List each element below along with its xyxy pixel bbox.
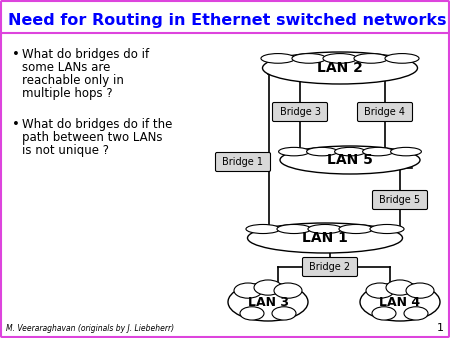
Text: •: • bbox=[12, 118, 20, 131]
Ellipse shape bbox=[246, 224, 280, 234]
Ellipse shape bbox=[234, 283, 262, 298]
Text: M. Veeraraghavan (originals by J. Liebeherr): M. Veeraraghavan (originals by J. Liebeh… bbox=[6, 324, 174, 333]
Ellipse shape bbox=[366, 283, 394, 298]
Text: LAN 5: LAN 5 bbox=[327, 153, 373, 167]
Ellipse shape bbox=[372, 307, 396, 320]
Text: LAN 1: LAN 1 bbox=[302, 231, 348, 245]
Ellipse shape bbox=[406, 283, 434, 298]
FancyBboxPatch shape bbox=[216, 152, 270, 171]
Text: reachable only in: reachable only in bbox=[22, 74, 124, 87]
Text: What do bridges do if: What do bridges do if bbox=[22, 48, 149, 61]
FancyBboxPatch shape bbox=[302, 258, 357, 276]
Text: Bridge 2: Bridge 2 bbox=[310, 262, 351, 272]
Ellipse shape bbox=[391, 147, 421, 156]
Ellipse shape bbox=[292, 53, 326, 63]
Text: What do bridges do if the: What do bridges do if the bbox=[22, 118, 172, 131]
Ellipse shape bbox=[354, 53, 388, 63]
Ellipse shape bbox=[261, 53, 295, 63]
Ellipse shape bbox=[306, 147, 338, 156]
FancyBboxPatch shape bbox=[373, 191, 427, 210]
Text: path between two LANs: path between two LANs bbox=[22, 131, 162, 144]
Ellipse shape bbox=[404, 307, 428, 320]
Ellipse shape bbox=[339, 224, 373, 234]
Text: Bridge 1: Bridge 1 bbox=[222, 157, 264, 167]
Text: some LANs are: some LANs are bbox=[22, 61, 110, 74]
FancyBboxPatch shape bbox=[273, 102, 328, 121]
Text: Need for Routing in Ethernet switched networks: Need for Routing in Ethernet switched ne… bbox=[8, 13, 446, 27]
Ellipse shape bbox=[254, 280, 282, 295]
Text: Bridge 5: Bridge 5 bbox=[379, 195, 421, 205]
Ellipse shape bbox=[323, 53, 357, 63]
Text: 1: 1 bbox=[437, 323, 444, 333]
Ellipse shape bbox=[248, 223, 402, 253]
Ellipse shape bbox=[277, 224, 311, 234]
Text: •: • bbox=[12, 48, 20, 61]
Ellipse shape bbox=[280, 146, 420, 174]
Ellipse shape bbox=[363, 147, 393, 156]
Text: LAN 4: LAN 4 bbox=[379, 295, 421, 309]
Text: Bridge 4: Bridge 4 bbox=[364, 107, 405, 117]
Text: Bridge 3: Bridge 3 bbox=[279, 107, 320, 117]
Ellipse shape bbox=[386, 280, 414, 295]
Ellipse shape bbox=[228, 283, 308, 321]
Ellipse shape bbox=[262, 52, 418, 84]
Ellipse shape bbox=[385, 53, 419, 63]
Ellipse shape bbox=[279, 147, 310, 156]
FancyBboxPatch shape bbox=[357, 102, 413, 121]
Ellipse shape bbox=[274, 283, 302, 298]
Ellipse shape bbox=[308, 224, 342, 234]
Text: is not unique ?: is not unique ? bbox=[22, 144, 109, 157]
Ellipse shape bbox=[370, 224, 404, 234]
Text: LAN 2: LAN 2 bbox=[317, 61, 363, 75]
Ellipse shape bbox=[240, 307, 264, 320]
Ellipse shape bbox=[272, 307, 296, 320]
Text: multiple hops ?: multiple hops ? bbox=[22, 87, 112, 100]
Ellipse shape bbox=[335, 147, 365, 156]
Text: LAN 3: LAN 3 bbox=[248, 295, 288, 309]
Ellipse shape bbox=[360, 283, 440, 321]
